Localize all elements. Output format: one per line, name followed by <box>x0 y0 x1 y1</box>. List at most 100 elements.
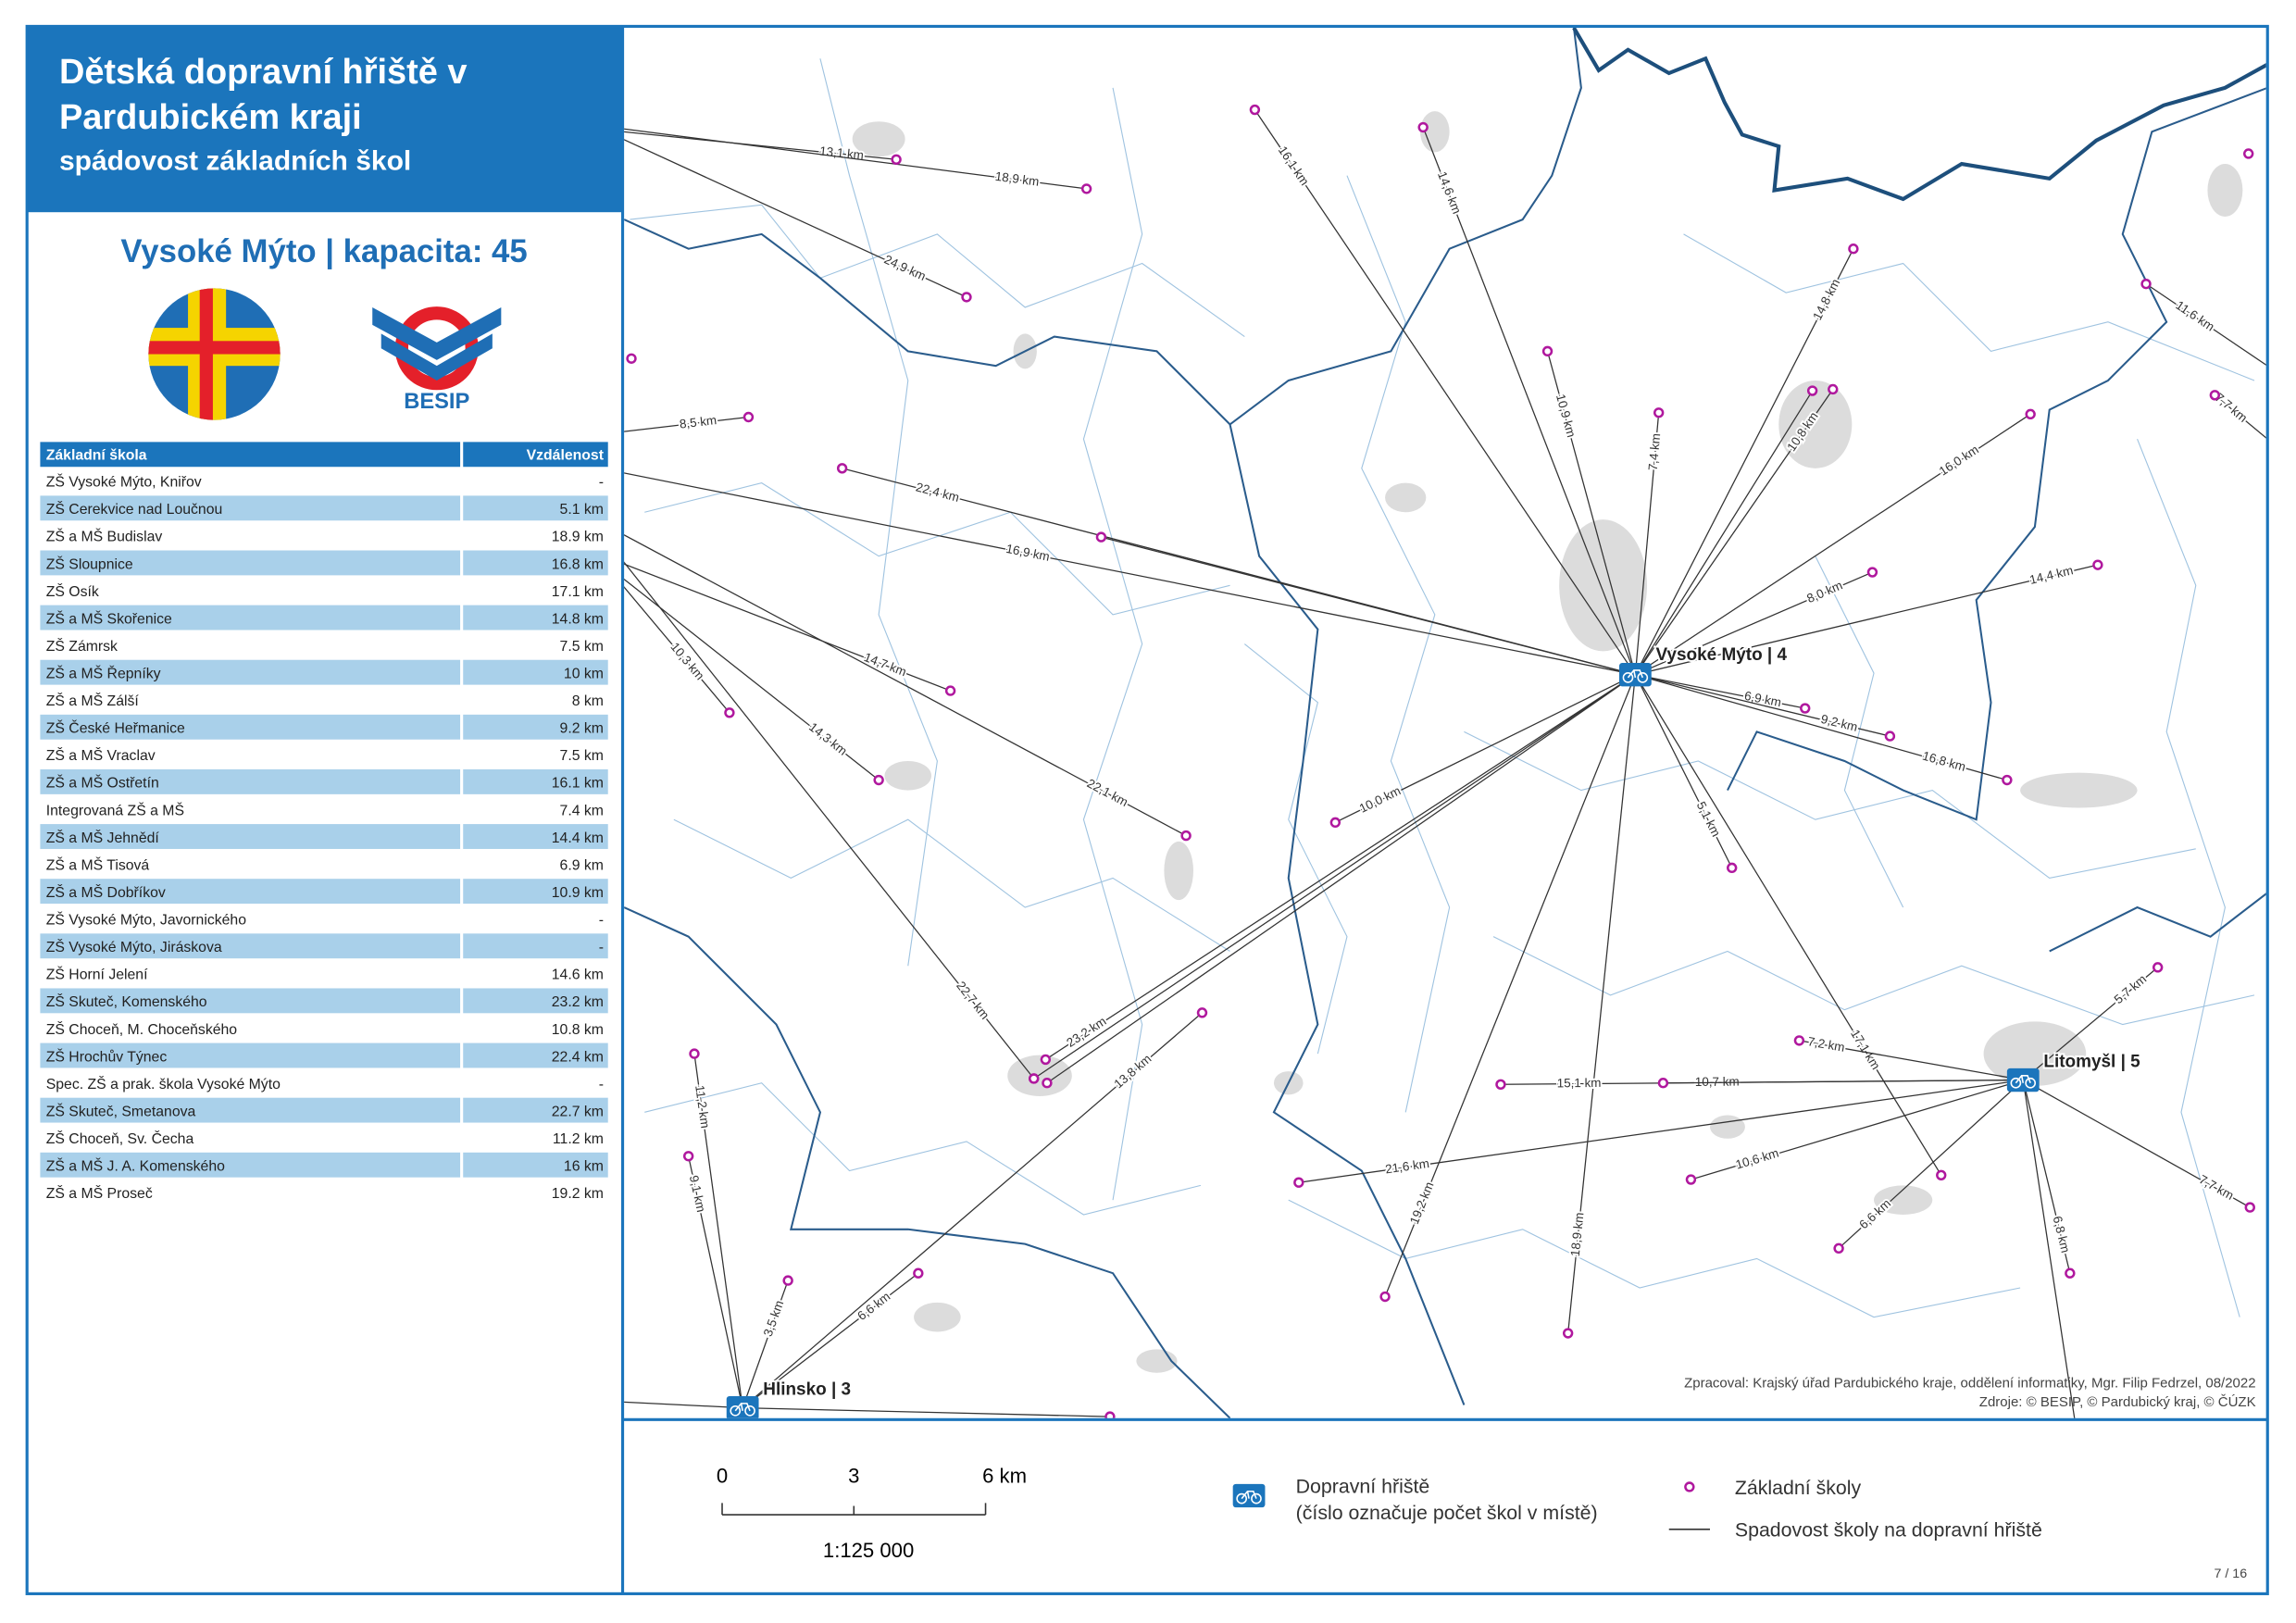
school-dot <box>1180 830 1192 842</box>
school-dot <box>1104 1411 1116 1418</box>
school-distance: 6.9 km <box>560 857 604 873</box>
school-name: ZŠ a MŠ Ostřetín <box>46 774 159 792</box>
credits: Zdroje: © BESIP, © Pardubický kraj, © ČÚ… <box>1979 1394 2256 1410</box>
row-bg <box>40 1125 461 1151</box>
school-dot <box>689 1048 700 1059</box>
row-bg <box>40 468 461 493</box>
catchment-line <box>1298 1079 2024 1183</box>
school-name: ZŠ a MŠ Skořenice <box>46 609 172 627</box>
row-bg <box>40 824 461 849</box>
school-dot <box>1866 567 1878 578</box>
hub-icon-wheel <box>744 1405 755 1417</box>
school-distance: 7.5 km <box>560 748 604 764</box>
school-distance: - <box>599 940 604 955</box>
school-distance: 7.4 km <box>560 803 604 818</box>
row-bg <box>463 1097 608 1123</box>
catchment-line <box>742 1407 1110 1417</box>
school-dot <box>2152 962 2164 973</box>
catchment-line <box>1635 413 2031 676</box>
catchment-line <box>1691 1079 2024 1180</box>
row-bg <box>40 550 461 576</box>
row-bg <box>463 522 608 548</box>
row-bg <box>40 988 461 1014</box>
catchment-line <box>1335 674 1636 823</box>
row-bg <box>463 495 608 521</box>
school-dot <box>1806 385 1818 396</box>
catchment-line <box>624 578 880 781</box>
school-name: ZŠ a MŠ Proseč <box>46 1184 153 1202</box>
school-dot <box>1884 730 1896 742</box>
catchment-line <box>1635 564 2099 676</box>
catchment-line <box>2214 394 2266 439</box>
school-distance: 22.4 km <box>552 1049 604 1065</box>
scale-tick: 3 <box>848 1464 859 1487</box>
catchment-line <box>1634 248 1854 675</box>
school-distance: 11.2 km <box>553 1131 604 1147</box>
row-bg <box>463 851 608 877</box>
school-dot <box>1080 183 1092 194</box>
school-dot <box>1936 1169 1947 1180</box>
catchment-line <box>1500 1079 2024 1085</box>
school-distance: 9.2 km <box>560 721 604 737</box>
row-bg <box>40 1042 461 1068</box>
school-dot <box>1417 121 1429 133</box>
catchment-line <box>1546 351 1636 675</box>
school-distance: 5.1 km <box>560 502 604 518</box>
catchment-line <box>624 131 897 160</box>
school-distance: 16.8 km <box>552 556 604 572</box>
row-bg <box>463 742 608 768</box>
hub-label: Hlinsko | 3 <box>763 1380 851 1399</box>
distance-label: 8,5 km <box>679 413 718 431</box>
region-border <box>1572 28 2266 202</box>
school-name: ZŠ Horní Jelení <box>46 966 148 983</box>
catchment-line <box>624 586 730 714</box>
school-distance: 18.9 km <box>552 530 604 545</box>
row-bg <box>40 632 461 658</box>
school-dot <box>1029 1073 1040 1084</box>
title-box <box>27 26 623 213</box>
row-bg <box>463 468 608 493</box>
catchment-line <box>1635 674 2008 781</box>
school-distance: 14.6 km <box>552 968 604 983</box>
row-bg <box>463 1180 608 1205</box>
school-dot <box>782 1275 793 1286</box>
catchment-line <box>1634 674 1942 1176</box>
school-name: Integrovaná ZŠ a MŠ <box>46 801 184 818</box>
school-dot <box>1293 1177 1304 1188</box>
row-bg <box>463 1070 608 1095</box>
school-name: ZŠ a MŠ J. A. Komenského <box>46 1157 225 1175</box>
catchment-line <box>1045 674 1636 1060</box>
legend-school-dot <box>1684 1481 1695 1492</box>
besip-logo: BESIP <box>372 306 502 414</box>
school-dot <box>2209 390 2221 401</box>
row-bg <box>463 687 608 713</box>
legend-text: (číslo označuje počet škol v místě) <box>1296 1502 1598 1524</box>
catchment-line <box>688 1155 743 1408</box>
school-name: ZŠ Sloupnice <box>46 555 133 572</box>
school-name: ZŠ Hrochův Týnec <box>46 1047 168 1065</box>
column-header: Základní škola <box>46 447 147 463</box>
school-dot <box>944 685 956 696</box>
school-dot <box>1727 862 1738 874</box>
school-dot <box>1833 1242 1844 1255</box>
distance-label: 18,9 km <box>1568 1212 1587 1257</box>
subtitle: spádovost základních škol <box>59 145 411 176</box>
catchment-line <box>624 561 1035 1080</box>
catchment-line <box>624 139 967 298</box>
school-name: ZŠ Cerekvice nad Loučnou <box>46 500 223 518</box>
school-distance: 17.1 km <box>552 584 604 600</box>
row-bg <box>463 605 608 630</box>
panel-heading: Vysoké Mýto | kapacita: 45 <box>120 234 527 269</box>
school-distance: 8 km <box>572 693 604 709</box>
row-bg <box>463 768 608 794</box>
row-bg <box>40 1180 461 1205</box>
school-dot <box>2002 774 2013 786</box>
school-dot <box>2065 1267 2076 1279</box>
catchment-line <box>1634 390 1814 676</box>
school-name: ZŠ České Heřmanice <box>46 719 185 737</box>
table-header <box>463 442 608 468</box>
row-bg <box>463 796 608 822</box>
hub-icon-frame <box>734 1403 751 1412</box>
row-bg <box>463 933 608 959</box>
distance-label: 15,1 km <box>1557 1076 1602 1090</box>
